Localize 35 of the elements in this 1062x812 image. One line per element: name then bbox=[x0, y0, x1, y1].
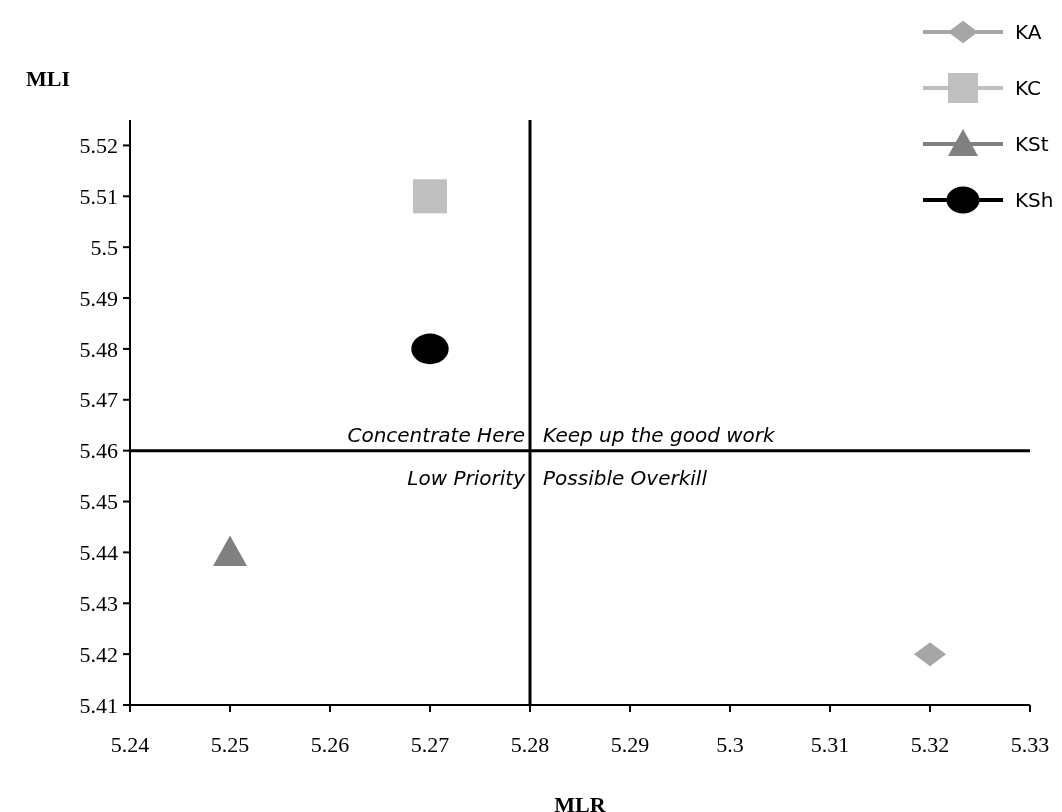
annotation: Concentrate Here bbox=[347, 422, 525, 447]
x-axis-title: MLR bbox=[554, 792, 607, 812]
x-tick-label: 5.29 bbox=[610, 732, 650, 757]
x-tick-label: 5.31 bbox=[810, 732, 850, 757]
x-tick-label: 5.24 bbox=[110, 732, 150, 757]
point bbox=[914, 642, 946, 667]
x-tick-label: 5.28 bbox=[510, 732, 550, 757]
y-tick-label: 5.44 bbox=[79, 540, 118, 566]
y-tick-label: 5.47 bbox=[79, 387, 118, 413]
y-tick-label: 5.48 bbox=[79, 336, 118, 362]
x-tick-label: 5.25 bbox=[210, 732, 250, 757]
y-tick-label: 5.49 bbox=[79, 285, 118, 311]
x-tick-label: 5.26 bbox=[310, 732, 350, 757]
x-tick-label: 5.3 bbox=[716, 732, 744, 757]
legend-label: KC bbox=[1015, 76, 1041, 100]
point bbox=[413, 179, 447, 214]
x-tick-label: 5.27 bbox=[410, 732, 450, 757]
point bbox=[411, 333, 449, 365]
legend-label: KSh bbox=[1015, 188, 1054, 212]
x-tick-label: 5.33 bbox=[1010, 732, 1050, 757]
legend-label: KA bbox=[1015, 20, 1042, 44]
legend-label: KSt bbox=[1015, 132, 1049, 156]
y-tick-label: 5.5 bbox=[90, 234, 118, 260]
annotation: Low Priority bbox=[407, 465, 527, 490]
y-tick-label: 5.42 bbox=[79, 641, 118, 667]
y-tick-label: 5.52 bbox=[79, 133, 118, 159]
y-axis-title: MLI bbox=[26, 66, 70, 91]
x-tick-label: 5.32 bbox=[910, 732, 950, 757]
y-tick-label: 5.46 bbox=[79, 438, 118, 464]
y-tick-label: 5.51 bbox=[79, 184, 118, 209]
y-tick-label: 5.43 bbox=[79, 590, 118, 616]
y-tick-label: 5.41 bbox=[79, 692, 118, 718]
annotation: Possible Overkill bbox=[543, 465, 708, 490]
annotation: Keep up the good work bbox=[543, 422, 777, 447]
y-tick-label: 5.45 bbox=[79, 489, 118, 515]
